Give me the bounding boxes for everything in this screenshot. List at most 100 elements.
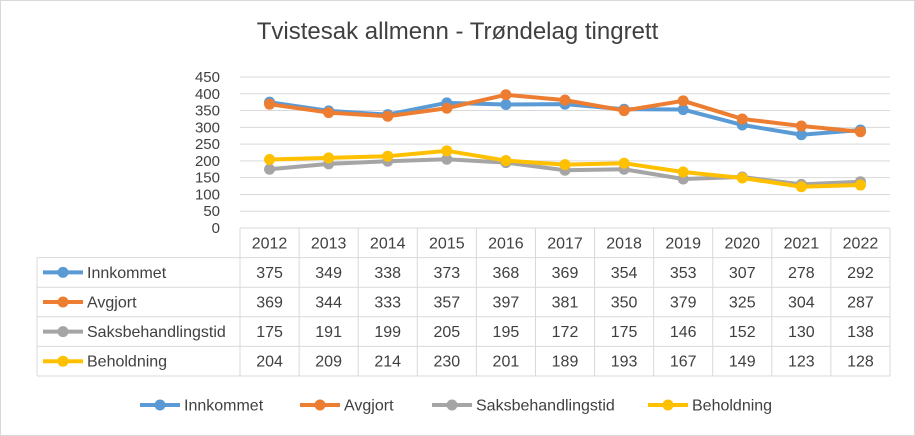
data-label-avgjort-2017: 381 (552, 295, 579, 312)
data-point-beholdning-2022 (854, 179, 866, 191)
data-point-beholdning-2019 (677, 166, 689, 178)
data-label-saksbehandlingstid-2022: 138 (847, 324, 874, 341)
data-point-innkommet-2016 (500, 99, 512, 111)
data-label-innkommet-2021: 278 (788, 265, 815, 282)
data-point-saksbehandlingstid-2012 (264, 163, 276, 175)
data-point-avgjort-2014 (382, 110, 394, 122)
data-label-saksbehandlingstid-2016: 195 (493, 324, 520, 341)
gridlines (240, 76, 890, 229)
data-label-beholdning-2012: 204 (256, 354, 283, 371)
data-label-avgjort-2018: 350 (611, 295, 638, 312)
data-label-avgjort-2021: 304 (788, 295, 815, 312)
legend-entry-avgjort: Avgjort (344, 398, 394, 415)
data-label-saksbehandlingstid-2019: 146 (670, 324, 697, 341)
data-label-beholdning-2013: 209 (315, 354, 342, 371)
table-series-label-beholdning: Beholdning (87, 354, 167, 371)
data-label-avgjort-2014: 333 (374, 295, 401, 312)
y-tick-label-150: 150 (195, 170, 220, 187)
data-point-beholdning-2015 (441, 145, 453, 157)
table-series-label-saksbehandlingstid: Saksbehandlingstid (87, 324, 226, 341)
data-point-beholdning-2012 (264, 154, 276, 166)
table-legend-marker-avgjort (57, 296, 69, 308)
data-label-saksbehandlingstid-2015: 205 (433, 324, 460, 341)
x-tick-label-2013: 2013 (311, 235, 347, 252)
data-point-avgjort-2012 (264, 98, 276, 110)
chart-title: Tvistesak allmenn - Trøndelag tingrett (256, 18, 659, 45)
data-label-saksbehandlingstid-2020: 152 (729, 324, 756, 341)
table-series-label-avgjort: Avgjort (87, 295, 137, 312)
data-label-avgjort-2012: 369 (256, 295, 283, 312)
data-label-innkommet-2018: 354 (611, 265, 638, 282)
data-point-innkommet-2019 (677, 104, 689, 116)
data-point-avgjort-2017 (559, 94, 571, 106)
data-label-saksbehandlingstid-2021: 130 (788, 324, 815, 341)
data-point-avgjort-2016 (500, 89, 512, 101)
data-label-saksbehandlingstid-2018: 175 (611, 324, 638, 341)
table-series-label-innkommet: Innkommet (87, 265, 167, 282)
y-tick-label-250: 250 (195, 136, 220, 153)
data-point-avgjort-2019 (677, 95, 689, 107)
y-tick-label-300: 300 (195, 119, 220, 136)
data-point-avgjort-2020 (736, 113, 748, 125)
data-point-beholdning-2016 (500, 155, 512, 167)
x-tick-label-2018: 2018 (606, 235, 642, 252)
data-label-innkommet-2020: 307 (729, 265, 756, 282)
data-label-innkommet-2019: 353 (670, 265, 697, 282)
data-label-beholdning-2017: 189 (552, 354, 579, 371)
data-point-avgjort-2022 (854, 126, 866, 138)
data-label-saksbehandlingstid-2012: 175 (256, 324, 283, 341)
y-tick-label-200: 200 (195, 153, 220, 170)
legend-marker-beholdning (662, 399, 674, 411)
y-tick-label-50: 50 (203, 203, 220, 220)
series-lines (264, 89, 866, 193)
x-tick-label-2012: 2012 (252, 235, 288, 252)
x-tick-label-2021: 2021 (784, 235, 820, 252)
data-label-beholdning-2016: 201 (493, 354, 520, 371)
data-label-avgjort-2016: 397 (493, 295, 520, 312)
legend-marker-avgjort (314, 399, 326, 411)
data-label-beholdning-2021: 123 (788, 354, 815, 371)
data-point-avgjort-2015 (441, 102, 453, 114)
data-label-avgjort-2019: 379 (670, 295, 697, 312)
legend-entry-innkommet: Innkommet (184, 398, 264, 415)
data-label-innkommet-2015: 373 (433, 265, 460, 282)
data-label-saksbehandlingstid-2014: 199 (374, 324, 401, 341)
data-label-beholdning-2014: 214 (374, 354, 401, 371)
data-label-beholdning-2020: 149 (729, 354, 756, 371)
data-point-avgjort-2021 (795, 120, 807, 132)
data-label-avgjort-2022: 287 (847, 295, 874, 312)
data-point-beholdning-2018 (618, 157, 630, 169)
table-legend-marker-innkommet (57, 266, 69, 278)
data-point-beholdning-2017 (559, 159, 571, 171)
data-table: 2012 2013 2014 2015 2016 2017 2018 2019 2020 2021… (36, 227, 891, 377)
data-label-innkommet-2017: 369 (552, 265, 579, 282)
data-label-beholdning-2018: 193 (611, 354, 638, 371)
x-tick-label-2017: 2017 (547, 235, 583, 252)
data-label-saksbehandlingstid-2017: 172 (552, 324, 579, 341)
x-tick-label-2022: 2022 (843, 235, 879, 252)
data-point-avgjort-2013 (323, 107, 335, 119)
data-label-innkommet-2014: 338 (374, 265, 401, 282)
data-point-beholdning-2021 (795, 181, 807, 193)
table-legend-marker-beholdning (57, 355, 69, 367)
data-label-saksbehandlingstid-2013: 191 (315, 324, 342, 341)
data-point-saksbehandlingstid-2015 (441, 153, 453, 165)
data-label-beholdning-2015: 230 (433, 354, 460, 371)
x-tick-label-2020: 2020 (724, 235, 760, 252)
y-tick-label-400: 400 (195, 86, 220, 103)
legend: Innkommet Avgjort Saksbehandlingstid Behold… (140, 398, 772, 415)
x-tick-label-2015: 2015 (429, 235, 465, 252)
table-legend-marker-saksbehandlingstid (57, 326, 69, 338)
x-tick-label-2014: 2014 (370, 235, 406, 252)
data-point-beholdning-2020 (736, 172, 748, 184)
legend-entry-saksbehandlingstid: Saksbehandlingstid (476, 398, 615, 415)
legend-marker-innkommet (154, 399, 166, 411)
data-label-innkommet-2013: 349 (315, 265, 342, 282)
data-label-avgjort-2013: 344 (315, 295, 342, 312)
data-label-innkommet-2022: 292 (847, 265, 874, 282)
y-tick-label-100: 100 (195, 186, 220, 203)
y-tick-label-0: 0 (212, 220, 220, 237)
